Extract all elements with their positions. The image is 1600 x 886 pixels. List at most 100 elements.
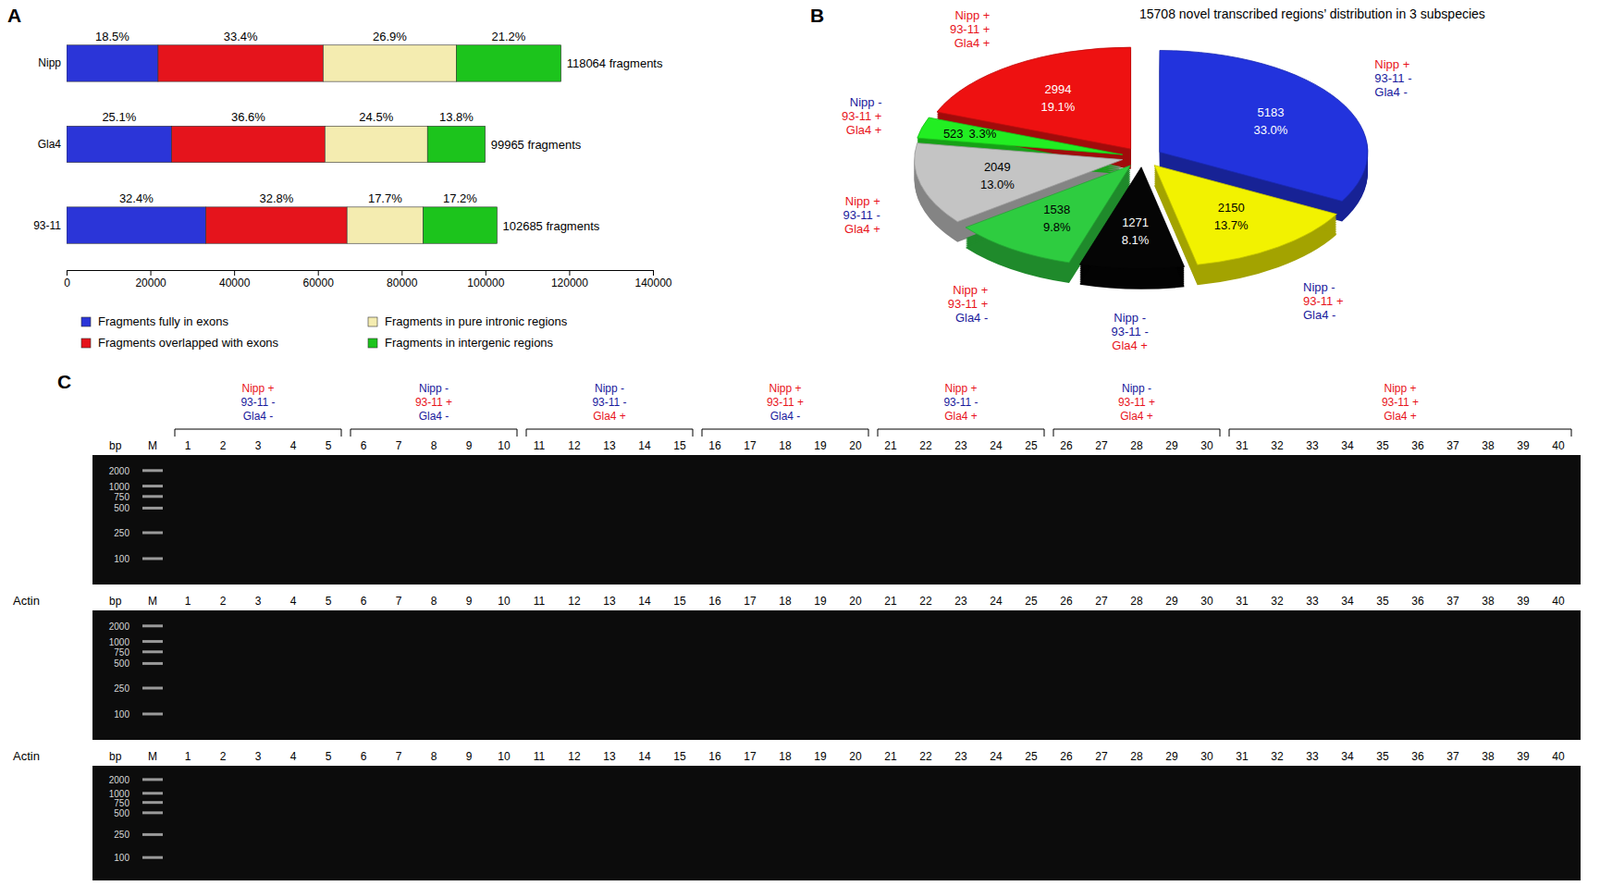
tick-mark (568, 270, 570, 276)
lane-label: 12 (567, 750, 581, 764)
slice-category: Nipp +93-11 -Gla4 - (1374, 57, 1412, 99)
lane-label: M (147, 439, 158, 453)
bar-segment (66, 45, 159, 82)
percent-label: 18.5% (95, 29, 130, 44)
tick: 80000 (386, 270, 419, 290)
lane-label: 8 (430, 594, 438, 608)
group-label: 93-11 + (415, 395, 453, 409)
lane-label: 34 (1341, 594, 1354, 608)
slice-value: 2150 (1218, 200, 1245, 215)
lane-label: M (147, 594, 158, 608)
legend-swatch (368, 338, 378, 348)
lane-label: 19 (813, 750, 827, 764)
panel-c: CNipp +93-11 -Gla4 -Nipp -93-11 +Gla4 -N… (12, 370, 1581, 881)
legend-swatch (368, 317, 378, 327)
slice-percent: 8.1% (1121, 233, 1150, 247)
percent-label: 25.1% (101, 110, 136, 124)
percent-label: 24.5% (358, 110, 394, 124)
ladder-band (142, 484, 163, 488)
group-label: Nipp - (594, 381, 625, 395)
ladder-band (142, 650, 163, 653)
slice-value: 5183 (1257, 105, 1285, 120)
lane-label: 18 (778, 594, 792, 608)
lane-label: 31 (1235, 594, 1249, 608)
size-label: 1000 (109, 637, 131, 648)
panel-letter: A (7, 4, 22, 26)
ladder-band (142, 662, 163, 665)
percent-label: 17.2% (443, 191, 478, 206)
size-label: 500 (113, 503, 130, 514)
bar-labels: 18.5%25.1%32.4%33.4%36.6%32.8%26.9%24.5%… (33, 29, 664, 234)
slice-value: 2049 (984, 160, 1011, 174)
lane-label: 2 (220, 594, 227, 608)
lane-label: 28 (1130, 439, 1144, 453)
group-label: Gla4 + (1120, 409, 1154, 423)
panel-b: B15708 novel transcribed regions’ distri… (810, 4, 1486, 353)
lane-label: 14 (638, 594, 652, 608)
slice-labels: 518333.0%215013.7%12718.1%15389.8%204913… (943, 82, 1289, 247)
lane-label: 38 (1481, 750, 1495, 764)
percent-label: 32.8% (258, 191, 294, 206)
slice-value: 1538 (1043, 202, 1071, 217)
slice (936, 47, 1132, 149)
lane-label: 9 (466, 750, 473, 764)
group-label: 93-11 + (1381, 395, 1419, 409)
lane-label: 37 (1446, 594, 1460, 608)
bars (66, 45, 562, 244)
lane-label: 40 (1551, 750, 1565, 764)
tick-mark (233, 270, 235, 276)
lane-label: 22 (919, 594, 933, 608)
tick-mark (66, 270, 68, 276)
lane-label: 13 (603, 594, 616, 608)
gel-image (92, 610, 1581, 740)
legend-swatch (81, 317, 91, 327)
group-label: Gla4 + (944, 409, 978, 423)
lane-label: 30 (1200, 439, 1214, 453)
gel-image (92, 765, 1581, 881)
lane-label: 26 (1059, 594, 1073, 608)
lane-label: 33 (1305, 750, 1319, 764)
lane-label: 27 (1095, 594, 1108, 608)
lane-label: 15 (673, 439, 687, 453)
panel-letter: B (810, 4, 825, 26)
tick-label: 20000 (135, 276, 167, 290)
lane-label: 40 (1551, 594, 1565, 608)
legend-label: Fragments overlapped with exons (98, 335, 280, 350)
lane-label: 38 (1481, 594, 1495, 608)
tick-label: 120000 (551, 276, 589, 290)
legend-swatch (81, 338, 91, 348)
bar-segment (206, 207, 348, 244)
size-label: 100 (113, 553, 130, 565)
group-label: Gla4 + (1383, 409, 1417, 423)
lane-label: 2 (220, 750, 227, 764)
tick-mark (318, 270, 320, 276)
bar-segment (422, 207, 497, 244)
tick: 120000 (551, 270, 589, 290)
lane-label: 33 (1305, 439, 1319, 453)
ladder-band (142, 494, 163, 498)
group-bracket (877, 429, 1045, 437)
percent-label: 32.4% (119, 191, 154, 206)
bar-segment (172, 125, 326, 162)
bar-segment (427, 125, 485, 162)
size-unit: bp (109, 439, 123, 453)
lane-label: 35 (1376, 439, 1390, 453)
lane-label: 37 (1446, 439, 1460, 453)
bar-segment (66, 125, 173, 162)
lane-label: 9 (466, 439, 473, 453)
tick: 140000 (634, 270, 672, 290)
group-bracket (1053, 429, 1220, 437)
size-label: 1000 (109, 481, 131, 493)
lane-label: M (147, 750, 158, 764)
lane-label: 31 (1235, 750, 1249, 764)
lane-label: 13 (603, 750, 616, 764)
lane-label: 8 (430, 439, 438, 453)
group-label: Nipp + (944, 381, 977, 395)
lane-label: 28 (1130, 594, 1144, 608)
size-label: 750 (113, 798, 130, 809)
lane-label: 3 (255, 594, 262, 608)
lane-label: 23 (954, 750, 968, 764)
lane-label: 7 (395, 439, 403, 453)
lane-label: 14 (638, 439, 652, 453)
tick-label: 80000 (386, 276, 419, 290)
